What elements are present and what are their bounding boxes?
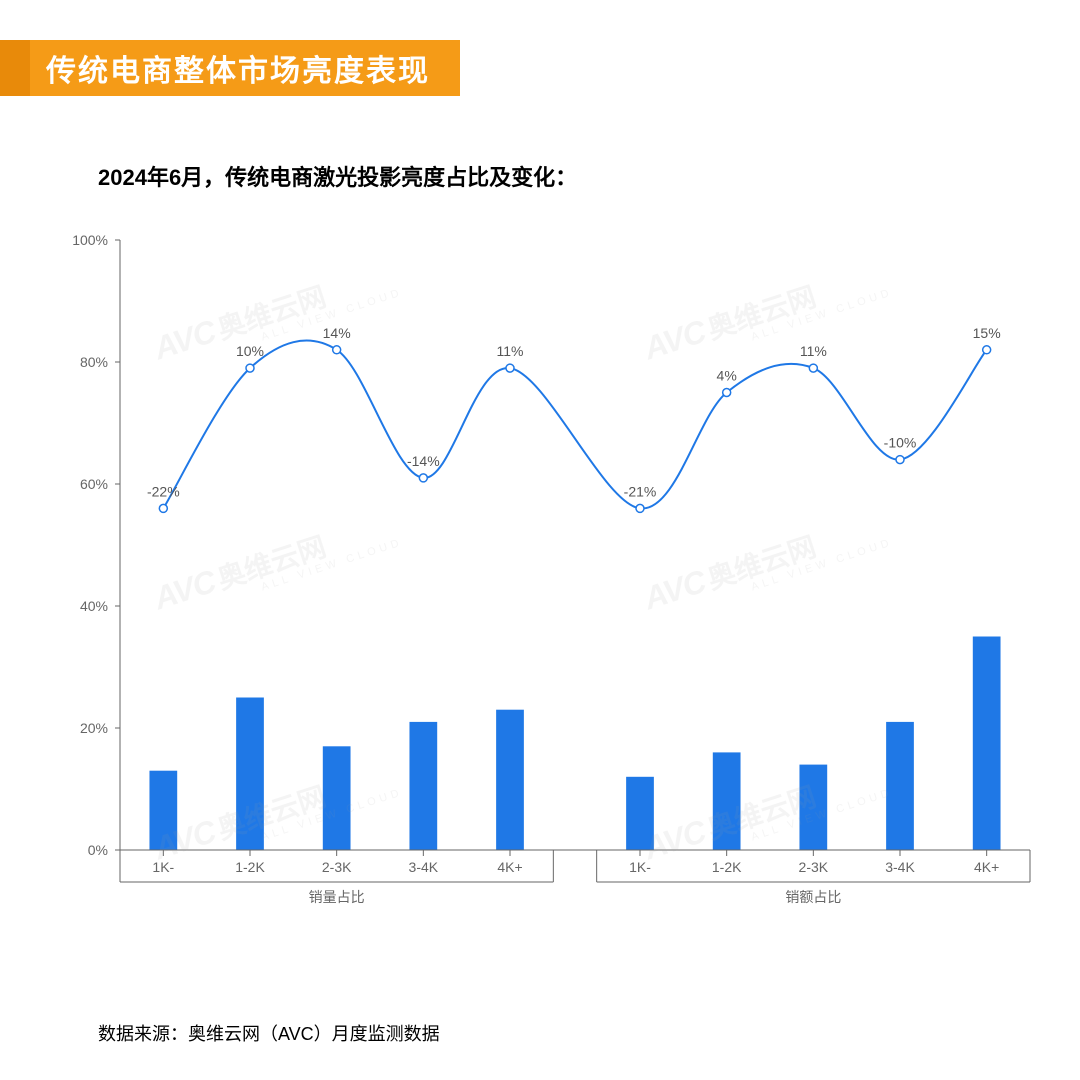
line-marker [246,364,254,372]
delta-label: -22% [147,483,180,499]
subtitle: 2024年6月，传统电商激光投影亮度占比及变化： [98,160,577,192]
bar [713,752,741,850]
delta-label: 4% [717,368,737,384]
delta-label: 11% [497,343,524,359]
bar [799,765,827,850]
y-tick-label: 100% [72,232,108,248]
bar [149,771,177,850]
page-title: 传统电商整体市场亮度表现 [30,40,460,96]
delta-label: -10% [884,435,917,451]
chart-svg: 0% 20% 40% 60% 80% 100% 1K- 1-2K 2-3K 3-4K 4K+ 销量占比… [60,220,1040,940]
bar [409,722,437,850]
y-tick-label: 0% [88,842,108,858]
y-tick-label: 40% [80,598,108,614]
line-marker [983,346,991,354]
x-tick-label: 1-2K [712,859,742,875]
y-tick-label: 80% [80,354,108,370]
bar [236,698,264,851]
title-bar: 传统电商整体市场亮度表现 [0,40,460,96]
y-tick-label: 20% [80,720,108,736]
x-tick-label: 2-3K [799,859,829,875]
line-marker [506,364,514,372]
line-marker [723,389,731,397]
delta-label: 14% [323,325,351,341]
delta-label: 11% [800,343,827,359]
page: 传统电商整体市场亮度表现 2024年6月，传统电商激光投影亮度占比及变化： 0%… [0,0,1080,1080]
title-accent [0,40,30,96]
delta-label: 10% [236,343,264,359]
line-marker [159,504,167,512]
x-tick-label: 1K- [629,859,651,875]
bar [323,746,351,850]
chart: 0% 20% 40% 60% 80% 100% 1K- 1-2K 2-3K 3-4K 4K+ 销量占比… [60,220,1040,940]
bar [496,710,524,850]
x-tick-label: 4K+ [497,859,522,875]
bar [626,777,654,850]
line-series [163,341,986,509]
bar [886,722,914,850]
line-marker [809,364,817,372]
line-marker [896,456,904,464]
delta-label: -21% [624,483,657,499]
data-source: 数据来源：奥维云网（AVC）月度监测数据 [98,1020,440,1046]
y-tick-label: 60% [80,476,108,492]
x-tick-label: 1-2K [235,859,265,875]
group-label: 销额占比 [785,889,841,905]
line-marker [636,504,644,512]
x-tick-label: 4K+ [974,859,999,875]
x-tick-label: 2-3K [322,859,352,875]
delta-label: 15% [973,325,1001,341]
line-marker [333,346,341,354]
x-tick-label: 1K- [152,859,174,875]
group-label: 销量占比 [309,889,365,905]
bar [973,637,1001,851]
delta-label: -14% [407,453,440,469]
x-tick-label: 3-4K [885,859,915,875]
line-marker [419,474,427,482]
x-tick-label: 3-4K [409,859,439,875]
